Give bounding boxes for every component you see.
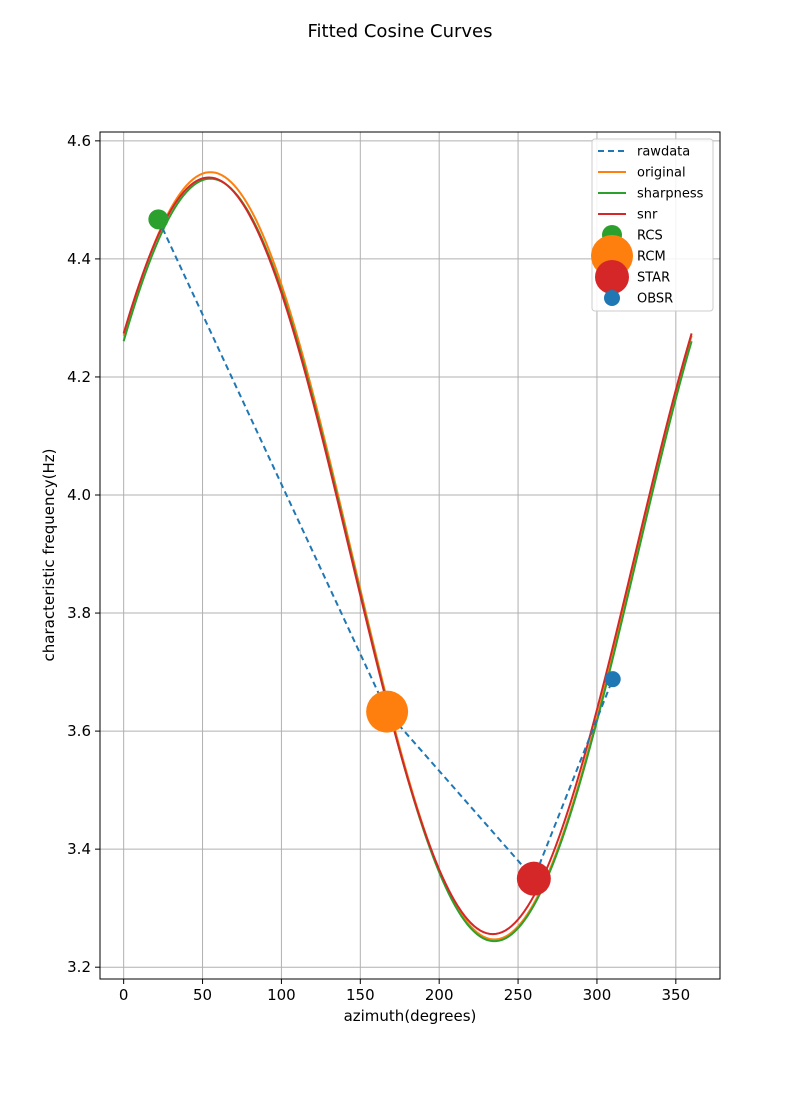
y-axis: 3.2 3.4 3.6 3.8 4.0 4.2 4.4 4.6	[67, 132, 100, 976]
x-tick-label: 50	[193, 986, 212, 1004]
x-tick-label: 350	[662, 986, 691, 1004]
x-tick-label: 250	[504, 986, 533, 1004]
point-RCS	[148, 209, 169, 230]
points	[148, 209, 621, 896]
legend-label-rawdata: rawdata	[637, 145, 690, 160]
x-tick-label: 150	[346, 986, 375, 1004]
y-tick-label: 4.0	[67, 486, 91, 504]
legend-label-RCM: RCM	[637, 250, 666, 265]
point-RCM	[366, 690, 409, 733]
raw-series	[157, 218, 614, 881]
x-axis: 0 50 100 150 200 250 300 350	[119, 979, 690, 1004]
x-axis-label: azimuth(degrees)	[344, 1007, 477, 1025]
x-tick-label: 0	[119, 986, 129, 1004]
plot-frame	[99, 131, 721, 980]
legend-label-OBSR: OBSR	[637, 292, 673, 307]
y-tick-label: 3.2	[67, 958, 91, 976]
y-tick-label: 4.4	[67, 250, 91, 268]
y-tick-label: 3.6	[67, 722, 91, 740]
legend-label-original: original	[637, 166, 686, 181]
curve-snr	[122, 176, 693, 936]
x-tick-label: 100	[267, 986, 296, 1004]
legend-label-snr: snr	[637, 208, 658, 223]
grid	[100, 132, 720, 979]
point-OBSR	[604, 671, 621, 688]
y-tick-label: 4.2	[67, 368, 91, 386]
x-tick-label: 200	[425, 986, 454, 1004]
y-tick-label: 4.6	[67, 132, 91, 150]
point-STAR	[516, 861, 551, 896]
legend-swatch-STAR	[595, 260, 629, 294]
legend: rawdata original sharpness snr RCS RCM STAR OBS…	[591, 138, 714, 312]
y-tick-label: 3.8	[67, 604, 91, 622]
chart-title: Fitted Cosine Curves	[307, 21, 492, 42]
legend-label-RCS: RCS	[637, 229, 663, 244]
legend-label-STAR: STAR	[637, 271, 670, 286]
y-tick-label: 3.4	[67, 840, 91, 858]
x-tick-label: 300	[583, 986, 612, 1004]
legend-label-sharpness: sharpness	[637, 187, 704, 202]
y-axis-label: characteristic frequency(Hz)	[40, 449, 58, 662]
rawdata-line	[157, 218, 614, 881]
legend-swatch-OBSR	[604, 290, 620, 306]
